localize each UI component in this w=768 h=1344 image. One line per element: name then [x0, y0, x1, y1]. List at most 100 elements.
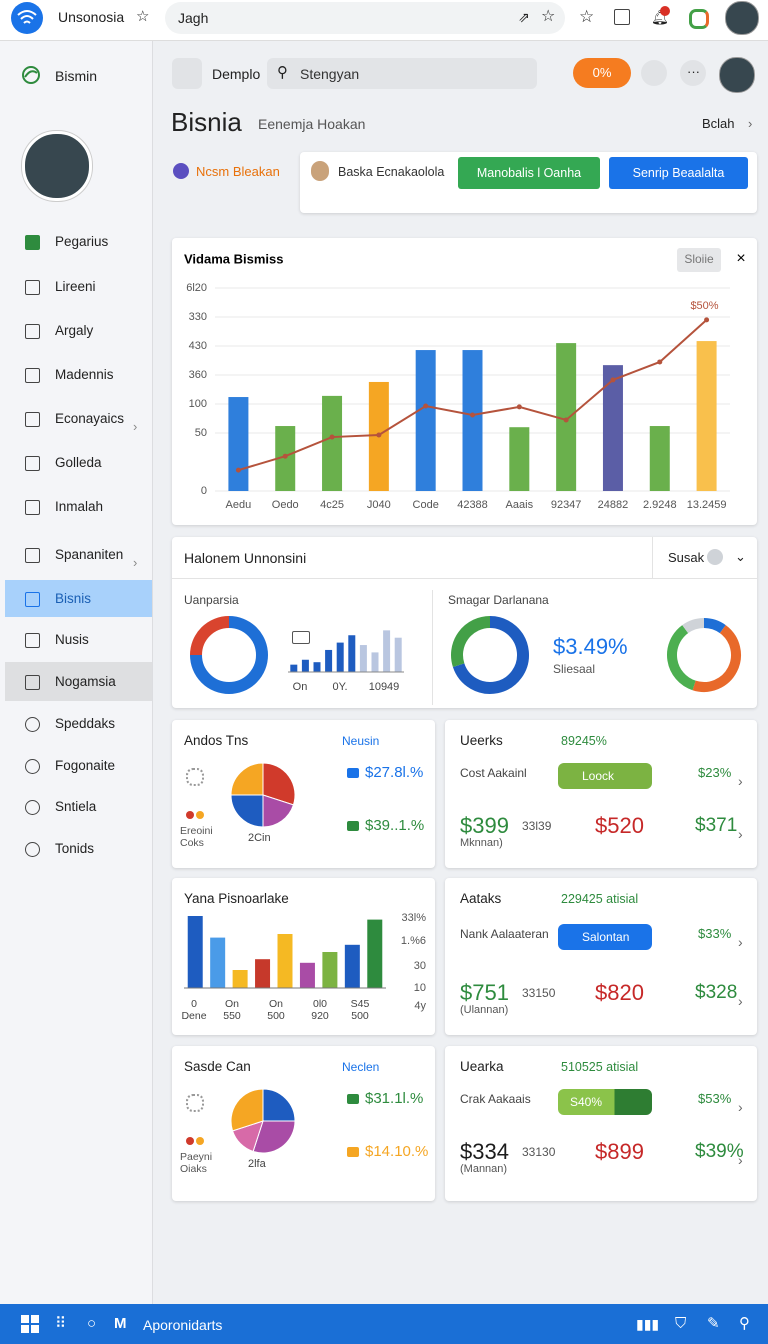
menu-item[interactable]: Sntiela — [55, 799, 97, 814]
bar — [696, 341, 717, 491]
menu-item[interactable]: Madennis — [55, 367, 114, 382]
menu-item[interactable]: Fogonaite — [55, 758, 116, 773]
address-bar[interactable] — [165, 2, 565, 34]
menu-item[interactable]: Nogamsia — [55, 674, 116, 689]
favorite-icon[interactable]: ☆ — [579, 7, 595, 26]
stat-icon — [347, 1094, 359, 1104]
trend-point — [423, 403, 429, 409]
red-value: $899 — [595, 1139, 644, 1164]
user-icon[interactable] — [172, 58, 202, 89]
card-label: Crak Aakaais — [460, 1092, 531, 1106]
close-icon: × — [736, 250, 745, 267]
bar — [462, 350, 483, 491]
menu-icon — [25, 235, 40, 250]
menu-item[interactable]: Nusis — [55, 632, 89, 647]
search-icon[interactable]: ⚲ — [739, 1315, 750, 1332]
card — [445, 878, 757, 1035]
x-tick-label: 4c25 — [320, 499, 344, 511]
menu-item[interactable]: Pegarius — [55, 234, 109, 249]
trend-point — [282, 453, 288, 459]
card-title: Andos Tns — [184, 733, 249, 748]
chat-icon[interactable]: ○ — [87, 1315, 97, 1332]
share-icon[interactable]: ⇗ — [518, 9, 530, 25]
chevron: › — [738, 773, 743, 789]
mini-bar — [336, 642, 344, 672]
menu-icon — [25, 759, 40, 774]
header-avatar[interactable] — [719, 57, 755, 93]
shield-icon[interactable]: ⛉ — [675, 1315, 687, 1332]
chart-button[interactable] — [677, 248, 721, 272]
chevron: › — [738, 826, 743, 842]
tabs-icon[interactable] — [614, 9, 630, 25]
status-text: Ncsm Bleakan — [196, 164, 280, 179]
x-tick-label: 0l0 — [313, 998, 327, 1010]
taskbar-label[interactable]: Aporonidarts — [143, 1317, 223, 1333]
menu-item[interactable]: Lireeni — [55, 279, 96, 294]
workspace-name[interactable]: Demplo — [212, 66, 261, 82]
y-tick-label: 50 — [195, 427, 207, 439]
chevron: › — [738, 1099, 743, 1115]
y-tick-label: 33l% — [402, 912, 427, 924]
pill-text: S40% — [570, 1095, 603, 1109]
menu-item[interactable]: Econayaics — [55, 411, 125, 426]
more-button[interactable] — [680, 60, 706, 86]
menu-item[interactable]: Golleda — [55, 455, 102, 470]
card — [172, 720, 435, 868]
menu-item[interactable]: Bisnis — [55, 591, 92, 606]
card-title: Ueerks — [460, 733, 503, 748]
mini-bar — [187, 916, 203, 988]
x-tick-label: J040 — [367, 499, 391, 511]
pie-slice — [252, 1120, 296, 1154]
stat-icon — [347, 1147, 359, 1157]
pill[interactable] — [558, 924, 652, 950]
sidebar-brand[interactable]: Bismin — [55, 68, 98, 84]
donut-segment — [190, 616, 268, 694]
y-tick-label: 30 — [414, 960, 426, 972]
edit-icon[interactable]: ✎ — [707, 1315, 720, 1332]
menu-icon — [25, 368, 40, 383]
star-icon[interactable]: ☆ — [136, 8, 150, 25]
dropdown[interactable]: Susak — [668, 550, 705, 565]
mail-icon[interactable]: M — [114, 1315, 127, 1332]
primary-button[interactable] — [458, 157, 600, 189]
primary-button-text: Manobalis l Oanha — [476, 166, 582, 180]
menu-item[interactable]: Spananiten — [55, 547, 124, 562]
overview-caption: Sliesaal — [553, 662, 596, 676]
page-subtitle: Eenemja Hoakan — [258, 116, 366, 132]
menu-icon — [25, 456, 40, 471]
extension-icon[interactable] — [689, 9, 709, 29]
menu-item[interactable]: Tonids — [55, 841, 95, 856]
menu-item[interactable]: Inmalah — [55, 499, 104, 514]
bookmark-icon[interactable]: ☆ — [541, 8, 556, 25]
y-tick-label: 10 — [414, 982, 426, 994]
trend-point — [470, 412, 475, 418]
apps-icon[interactable]: ⠿ — [55, 1315, 66, 1332]
dropdown-caret[interactable]: ⌄ — [735, 549, 746, 564]
secondary-button-text: Senrip Beaalalta — [632, 166, 725, 180]
bar — [649, 426, 670, 491]
signal-icon[interactable]: ▮▮▮ — [636, 1316, 660, 1332]
mini-bar — [367, 919, 383, 988]
search-box[interactable] — [267, 58, 537, 89]
mini-label: On — [293, 681, 308, 693]
pill[interactable] — [558, 763, 652, 789]
menu-icon — [25, 842, 40, 857]
help-button[interactable] — [641, 60, 667, 86]
menu-icon — [25, 633, 40, 648]
browser-avatar[interactable] — [725, 1, 759, 35]
toolbar-label: Baska Ecnakaolola — [338, 165, 445, 179]
tab-title[interactable]: Unsonosia — [58, 9, 125, 25]
menu-item[interactable]: Speddaks — [55, 716, 116, 731]
page-link[interactable]: Bclah — [702, 116, 735, 131]
more-dots: ··· — [687, 64, 700, 79]
search-icon: ⚲ — [277, 64, 288, 81]
x-tick-label: Oedo — [272, 499, 299, 511]
menu-item[interactable]: Argaly — [55, 323, 94, 338]
x-tick-label: 550 — [223, 1010, 241, 1022]
badge-pill[interactable] — [573, 58, 631, 88]
x-tick-label: 24882 — [598, 499, 629, 511]
start-icon[interactable] — [20, 1314, 40, 1334]
secondary-button[interactable] — [609, 157, 748, 189]
pill[interactable] — [558, 1089, 652, 1115]
